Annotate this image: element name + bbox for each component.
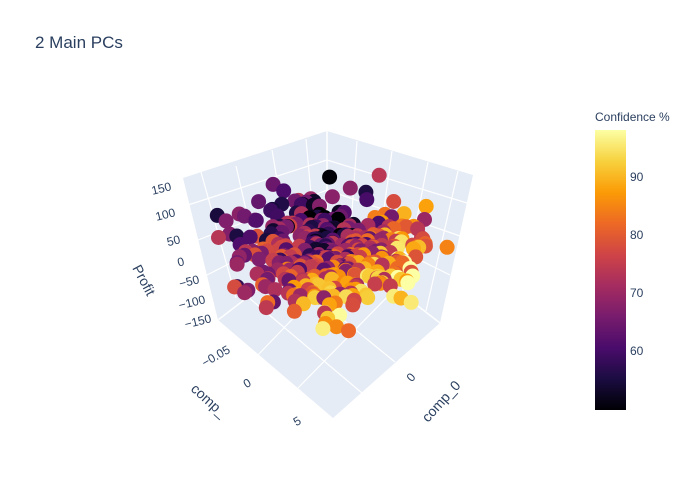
colorbar-tick-label: 70	[630, 286, 644, 300]
scatter-point[interactable]	[329, 319, 344, 335]
scatter-point[interactable]	[315, 321, 331, 337]
scatter-point[interactable]	[258, 300, 274, 316]
colorbar-tick-label: 60	[630, 344, 644, 358]
colorbar-tick-label: 80	[630, 228, 644, 242]
y-tick-label: −0.05	[199, 342, 233, 369]
scatter-point[interactable]	[386, 194, 402, 209]
scatter-point[interactable]	[403, 294, 419, 310]
chart-title: 2 Main PCs	[35, 33, 123, 52]
scatter-point[interactable]	[342, 180, 358, 196]
y-tick-label: 5	[291, 413, 304, 429]
z-axis-title: Profit	[129, 262, 159, 298]
scatter-point[interactable]	[345, 297, 361, 313]
z-tick-label: 150	[150, 179, 173, 198]
y-axis-title: comp_	[188, 380, 230, 420]
colorbar-tick-label: 90	[630, 170, 644, 184]
colorbar-gradient	[595, 130, 626, 410]
scatter-point[interactable]	[218, 213, 234, 229]
scatter-point[interactable]	[359, 192, 375, 208]
scatter-point[interactable]	[371, 167, 387, 183]
scatter-point[interactable]	[439, 239, 455, 255]
colorbar: Confidence % 90 80 70 60	[595, 110, 670, 410]
scatter-points[interactable]	[209, 167, 455, 339]
scatter-point[interactable]	[322, 169, 338, 185]
scatter-point[interactable]	[396, 206, 412, 222]
scatter-point[interactable]	[398, 219, 414, 235]
scatter-point[interactable]	[400, 275, 416, 291]
y-tick-label: 0	[241, 375, 254, 391]
z-tick-label: 100	[154, 205, 177, 224]
scatter-point[interactable]	[211, 230, 226, 245]
z-tick-label: 0	[176, 254, 186, 269]
scatter-point[interactable]	[248, 212, 264, 228]
scatter-point[interactable]	[229, 256, 245, 272]
x-tick-label: 0	[404, 370, 419, 385]
scatter-point[interactable]	[324, 189, 340, 205]
scatter-point[interactable]	[332, 307, 348, 323]
scatter-point[interactable]	[360, 290, 376, 306]
scatter-point[interactable]	[286, 303, 302, 319]
scatter-point[interactable]	[267, 282, 283, 298]
z-tick-label: 50	[165, 232, 182, 249]
scatter-point[interactable]	[251, 194, 267, 210]
scatter-point[interactable]	[408, 249, 424, 265]
colorbar-title: Confidence %	[595, 110, 670, 124]
scatter-point[interactable]	[418, 198, 434, 214]
x-axis: 0 comp_0	[404, 370, 464, 425]
x-axis-title: comp_0	[418, 377, 463, 425]
scatter-point[interactable]	[251, 251, 267, 267]
scatter-point[interactable]	[367, 276, 383, 292]
z-tick-label: −50	[178, 272, 201, 291]
scatter-point[interactable]	[276, 183, 292, 199]
scatter-point[interactable]	[341, 323, 356, 339]
scatter-point[interactable]	[237, 285, 253, 301]
z-tick-label: −100	[177, 292, 207, 312]
z-tick-label: −150	[183, 311, 213, 331]
